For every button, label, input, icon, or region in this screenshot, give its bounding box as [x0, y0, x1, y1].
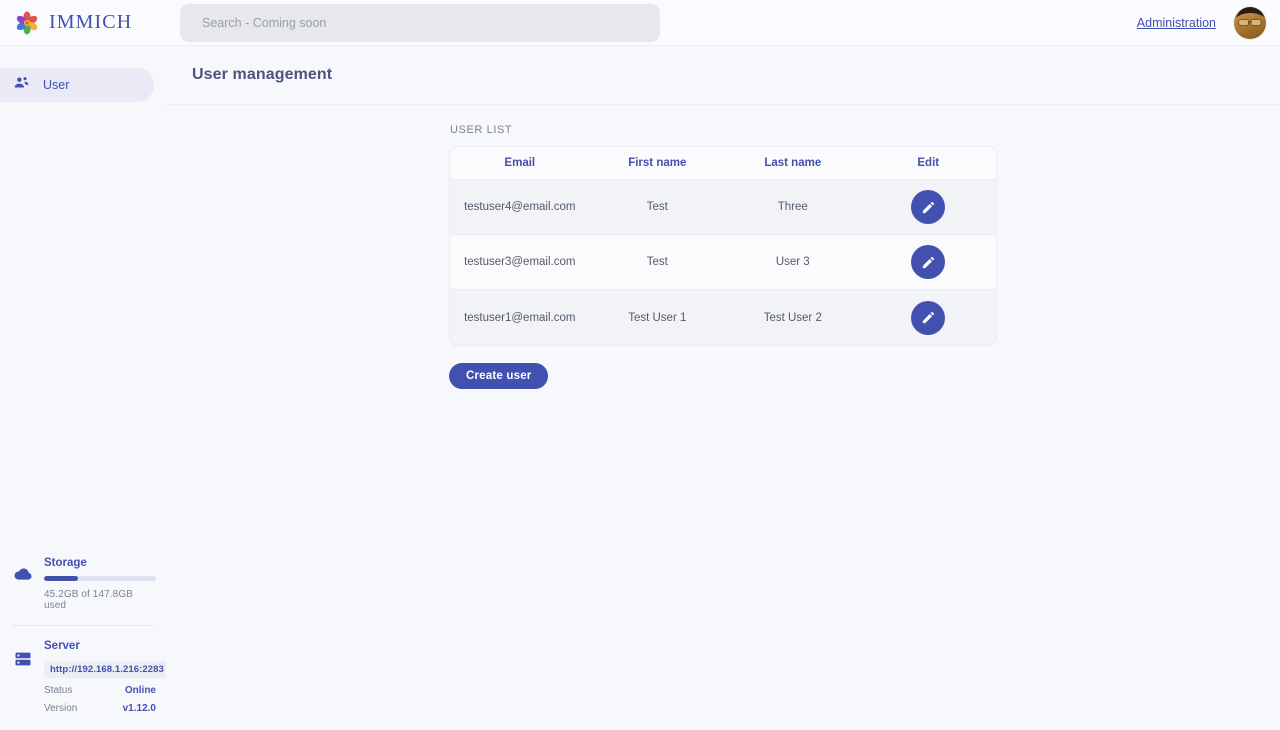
server-status-block: Server http://192.168.1.216:2283 Status …: [12, 640, 170, 714]
sidebar-item-label: User: [43, 78, 70, 92]
edit-user-button[interactable]: [911, 190, 946, 224]
cell-last-name: User 3: [775, 256, 810, 268]
server-version-key: Version: [44, 703, 78, 714]
server-url[interactable]: http://192.168.1.216:2283: [44, 661, 170, 678]
page-header: User management: [166, 46, 1280, 105]
edit-user-button[interactable]: [911, 245, 946, 279]
cell-first-name: Test User 1: [628, 311, 687, 324]
navbar-right-cluster: Administration: [1137, 0, 1266, 46]
cell-edit: [861, 300, 996, 335]
content-area: USER LIST Email First name Last name Edi…: [166, 105, 1280, 389]
administration-link[interactable]: Administration: [1136, 16, 1216, 30]
cell-edit: [861, 190, 996, 224]
cell-email: testuser1@email.com: [464, 311, 576, 324]
section-label-user-list: USER LIST: [450, 124, 513, 136]
storage-title: Storage: [44, 557, 87, 569]
column-header-first-name: First name: [628, 157, 687, 169]
cell-first-name: Test: [646, 256, 668, 268]
sidebar-divider: [12, 625, 154, 626]
column-header-email: Email: [504, 157, 536, 169]
cell-email: testuser4@email.com: [464, 201, 576, 213]
server-status-key: Status: [44, 685, 73, 696]
storage-progress-fill: [44, 576, 79, 581]
create-user-button[interactable]: Create user: [449, 363, 549, 389]
column-header-last-name: Last name: [764, 157, 822, 169]
brand-logo-link[interactable]: IMMICH: [14, 10, 166, 36]
cloud-icon: [14, 567, 33, 586]
search-input[interactable]: [180, 4, 660, 42]
server-status-value: Online: [124, 685, 156, 696]
cell-first-name: Test: [646, 201, 668, 213]
storage-usage-text: 45.2GB of 147.8GB used: [44, 589, 133, 611]
people-icon: [13, 74, 30, 96]
cell-last-name: Test User 2: [763, 311, 822, 324]
table-row[interactable]: testuser3@email.com Test User 3: [450, 235, 996, 290]
top-navigation-bar: IMMICH Administration: [0, 0, 1280, 46]
storage-status-block: Storage 45.2GB of 147.8GB used: [12, 557, 156, 611]
immich-lens-logo-icon: [14, 10, 40, 36]
column-header-edit: Edit: [917, 157, 940, 169]
pencil-icon: [922, 201, 934, 213]
edit-user-button[interactable]: [911, 300, 946, 335]
table-row[interactable]: testuser4@email.com Test Three: [450, 180, 996, 235]
server-version-value: v1.12.0: [122, 703, 156, 714]
sidebar-status-panel: Storage 45.2GB of 147.8GB used Server: [0, 543, 170, 730]
sidebar-item-user[interactable]: User: [0, 68, 154, 102]
cell-email: testuser3@email.com: [464, 256, 576, 268]
cell-last-name: Three: [777, 201, 808, 213]
server-rack-icon: [14, 650, 32, 673]
main-content: User management USER LIST Email First na…: [166, 46, 1280, 730]
cell-edit: [861, 245, 996, 279]
user-table: Email First name Last name Edit testuser…: [449, 146, 997, 346]
pencil-icon: [922, 256, 934, 268]
table-row[interactable]: testuser1@email.com Test User 1 Test Use…: [450, 290, 996, 345]
server-status-row: Status Online: [44, 685, 156, 696]
avatar[interactable]: [1234, 7, 1266, 39]
sidebar: User Storage 45.2GB of 147.8GB used: [0, 46, 170, 730]
server-version-row: Version v1.12.0: [44, 703, 156, 714]
pencil-icon: [922, 311, 934, 324]
storage-progress-bar: [44, 576, 156, 581]
table-header-row: Email First name Last name Edit: [450, 147, 996, 180]
server-title: Server: [44, 640, 80, 652]
brand-name: IMMICH: [49, 11, 133, 33]
page-title: User management: [192, 66, 333, 83]
user-list-panel: USER LIST Email First name Last name Edi…: [449, 124, 997, 389]
